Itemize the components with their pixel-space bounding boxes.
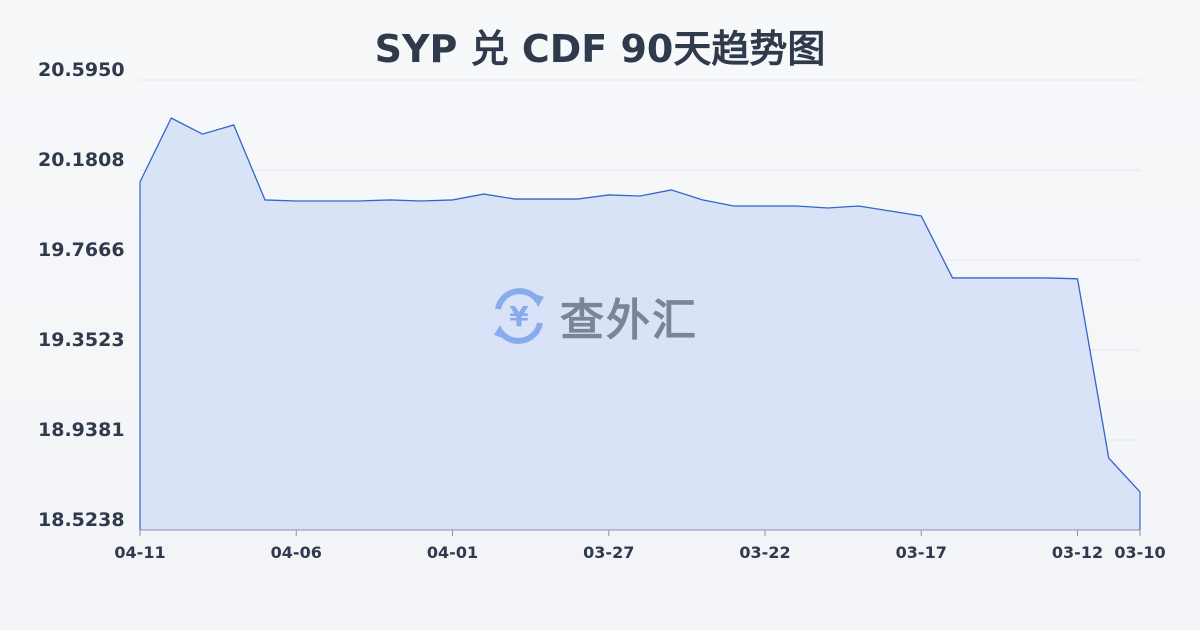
watermark-text: 查外汇 <box>560 295 698 346</box>
y-tick-label: 18.9381 <box>38 419 125 441</box>
x-tick-label: 03-12 <box>1052 543 1103 562</box>
y-tick-label: 20.5950 <box>38 59 125 81</box>
x-tick-label: 03-17 <box>896 543 947 562</box>
y-tick-label: 19.3523 <box>38 329 125 351</box>
series-line <box>139 117 1141 493</box>
x-tick-label: 03-27 <box>583 543 634 562</box>
chart-title: SYP 兑 CDF 90天趋势图 <box>374 27 826 71</box>
y-tick-label: 18.5238 <box>38 509 125 531</box>
x-tick-label: 03-10 <box>1114 543 1165 562</box>
y-tick-label: 19.7666 <box>38 239 125 261</box>
area-fill <box>140 118 1140 531</box>
svg-text:¥: ¥ <box>509 300 529 333</box>
x-tick-label: 04-01 <box>427 543 478 562</box>
x-tick-label: 03-22 <box>739 543 790 562</box>
y-tick-label: 20.1808 <box>38 149 125 171</box>
watermark: ¥ 查外汇 <box>488 284 698 348</box>
x-tick-label: 04-06 <box>271 543 322 562</box>
yen-exchange-icon: ¥ <box>494 288 544 344</box>
x-tick-label: 04-11 <box>114 543 165 562</box>
